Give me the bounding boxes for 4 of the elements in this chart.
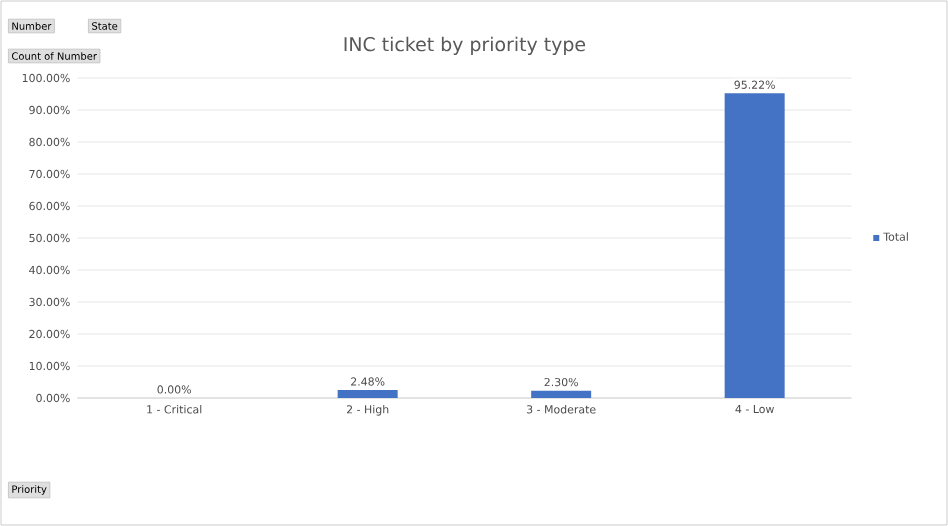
bar [724,93,785,398]
bar [337,390,398,398]
bar [531,390,592,398]
chart-title: INC ticket by priority type [344,36,586,55]
